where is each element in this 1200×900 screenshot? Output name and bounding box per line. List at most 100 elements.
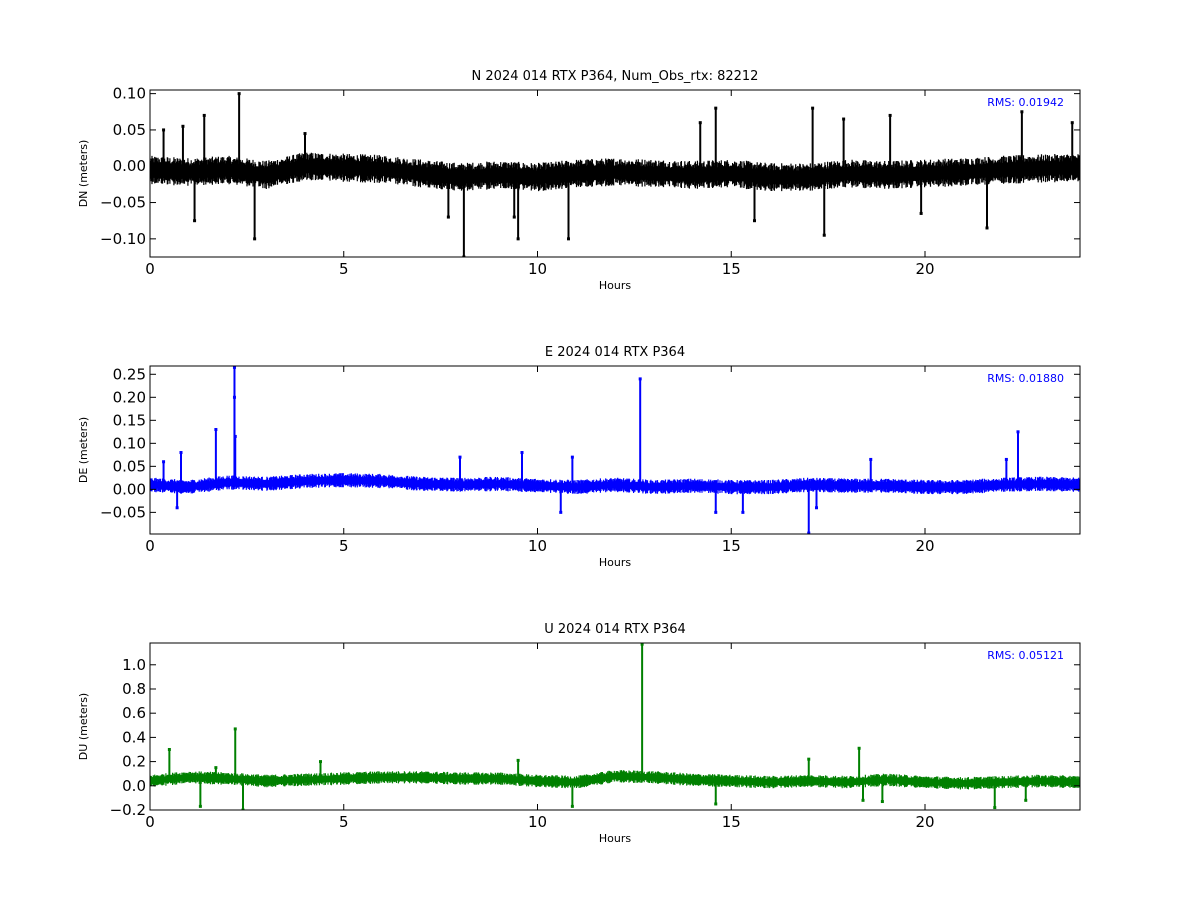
north-spike-point-18 [888, 113, 892, 117]
up-spike-point-5 [319, 760, 322, 764]
up-spike-point-13 [880, 800, 884, 804]
north-spike-point-0 [162, 128, 166, 132]
north-y-tick-label: −0.05 [100, 194, 146, 212]
east-x-axis-label: Hours [599, 556, 631, 569]
north-spike-point-3 [237, 92, 241, 96]
up-data-series [150, 643, 1080, 810]
up-spike-point-8 [640, 643, 644, 646]
east-spike-point-0 [162, 460, 166, 464]
east-spike-point-8 [520, 451, 524, 455]
up-spike-point-4 [241, 808, 245, 810]
north-spike-point-22 [1070, 121, 1074, 125]
east-panel: E 2024 014 RTX P364 RMS: 0.01880 Hours D… [77, 345, 1081, 569]
north-spike-point-16 [822, 233, 826, 237]
east-baseline-line [150, 479, 1080, 489]
north-spike-point-2 [202, 113, 206, 117]
east-spike-point-7 [458, 455, 462, 459]
east-x-tick-label: 10 [528, 537, 547, 555]
north-y-tick-label: −0.10 [100, 230, 146, 248]
north-spike-point-6 [303, 132, 307, 136]
up-y-tick-label: 0.8 [122, 680, 146, 698]
up-spike-point-2 [214, 766, 218, 770]
up-spike-point-10 [807, 757, 811, 761]
north-spike-point-5 [253, 237, 257, 241]
north-spike-point-9 [512, 215, 516, 219]
east-data-series [150, 366, 1080, 534]
north-x-axis-label: Hours [599, 279, 631, 292]
up-x-tick-label: 15 [722, 813, 741, 831]
east-y-tick-label: 0.00 [113, 480, 146, 498]
east-spike-point-16 [869, 457, 873, 461]
east-y-tick-label: 0.05 [113, 457, 146, 475]
north-spike-point-8 [462, 255, 466, 257]
east-spike-point-1 [179, 451, 183, 455]
east-spike-point-14 [807, 531, 811, 534]
north-spike-point-19 [919, 211, 923, 215]
north-data-series [150, 92, 1080, 257]
north-axes-frame [149, 89, 1081, 258]
east-spike-point-11 [638, 377, 642, 381]
east-spike-point-13 [741, 510, 745, 514]
up-panel-title: U 2024 014 RTX P364 [544, 622, 686, 637]
north-spike-point-21 [1020, 110, 1024, 114]
east-y-tick-label: −0.05 [100, 503, 146, 521]
up-spike-point-9 [714, 802, 718, 806]
east-x-tick-label: 15 [722, 537, 741, 555]
north-x-tick-label: 15 [722, 260, 741, 278]
north-panel-title: N 2024 014 RTX P364, Num_Obs_rtx: 82212 [472, 69, 759, 84]
east-rms-label: RMS: 0.01880 [987, 372, 1064, 385]
east-panel-title: E 2024 014 RTX P364 [545, 345, 685, 360]
east-y-tick-label: 0.25 [113, 365, 146, 383]
up-spike-point-1 [198, 804, 202, 808]
east-spike-point-9 [559, 510, 563, 514]
up-axes-frame [149, 642, 1081, 811]
north-spike-point-12 [698, 121, 702, 125]
up-x-axis-label: Hours [599, 832, 631, 845]
north-spike-point-14 [753, 219, 756, 223]
east-x-tick-label: 5 [339, 537, 349, 555]
east-spike-point-6 [175, 506, 179, 510]
east-y-tick-label: 0.20 [113, 388, 146, 406]
up-y-axis-label: DU (meters) [77, 693, 90, 760]
north-spike-point-13 [714, 106, 718, 110]
north-x-tick-label: 10 [528, 260, 547, 278]
east-spike-point-15 [815, 506, 818, 510]
north-x-tick-label: 0 [145, 260, 155, 278]
up-x-tick-label: 5 [339, 813, 349, 831]
north-x-tick-label: 20 [915, 260, 934, 278]
up-rms-label: RMS: 0.05121 [987, 649, 1064, 662]
up-y-tick-label: 0.0 [122, 777, 146, 795]
up-y-tick-label: 1.0 [122, 656, 146, 674]
up-x-tick-label: 20 [915, 813, 934, 831]
north-spike-point-1 [181, 124, 185, 128]
east-x-tick-label: 20 [915, 537, 934, 555]
up-spike-point-12 [861, 798, 865, 802]
up-y-tick-label: 0.4 [122, 728, 146, 746]
north-y-tick-label: 0.00 [113, 157, 146, 175]
north-y-tick-label: 0.05 [113, 121, 146, 139]
up-spike-point-7 [570, 804, 574, 808]
north-spike-point-10 [516, 237, 520, 241]
up-spike-point-6 [516, 758, 520, 762]
east-x-tick-label: 0 [145, 537, 155, 555]
north-spike-point-4 [193, 219, 197, 223]
north-spike-point-7 [446, 215, 450, 219]
east-y-tick-label: 0.15 [113, 411, 146, 429]
up-spike-point-0 [167, 747, 171, 751]
north-spike-point-11 [567, 237, 570, 241]
east-axes-frame [149, 365, 1081, 535]
up-spike-point-11 [857, 746, 861, 750]
north-x-tick-label: 5 [339, 260, 349, 278]
east-spike-point-2 [214, 428, 218, 432]
north-rms-label: RMS: 0.01942 [987, 96, 1064, 109]
up-spike-point-3 [233, 727, 237, 731]
east-spike-point-17 [1016, 430, 1020, 434]
north-spike-point-15 [811, 106, 815, 110]
east-spike-point-12 [714, 510, 718, 514]
north-panel: N 2024 014 RTX P364, Num_Obs_rtx: 82212 … [77, 69, 1081, 292]
up-y-tick-label: −0.2 [110, 801, 146, 819]
north-y-tick-label: 0.10 [113, 85, 146, 103]
east-spike-point-10 [570, 455, 574, 459]
up-y-tick-label: 0.6 [122, 704, 146, 722]
